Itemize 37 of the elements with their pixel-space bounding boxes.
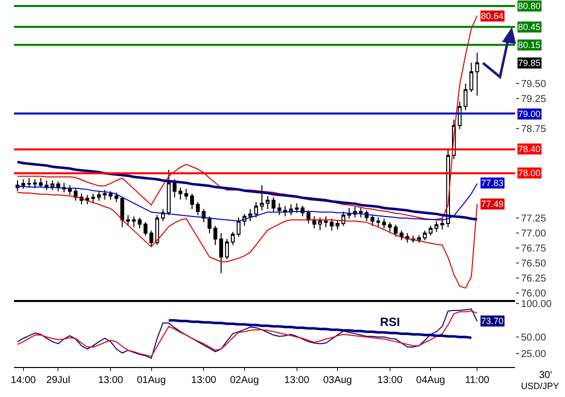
text: 79.85 [518, 58, 541, 68]
y-tick-label: 76.00 [521, 288, 546, 300]
y-tick-label: 76.25 [521, 273, 546, 284]
y-tick-label: 100.00 [521, 299, 552, 310]
ref-line-label: 80.15 [518, 40, 541, 50]
data-label: 80.64 [481, 11, 504, 21]
ref-line-label: 80.80 [518, 1, 541, 11]
y-tick-label: 25.00 [521, 349, 546, 360]
x-tick-label: 14:00 [10, 375, 36, 386]
x-tick-label: 13:00 [377, 375, 403, 386]
ref-line-label: 79.00 [518, 109, 541, 119]
y-tick-label: 79.25 [521, 94, 546, 106]
y-tick-label: 78.75 [521, 124, 546, 135]
y-tick-label: 77.00 [521, 228, 546, 240]
x-tick-label: 01Aug [136, 375, 166, 386]
x-tick-label: 03Aug [323, 375, 352, 386]
text: USD/JPY [521, 381, 560, 391]
x-tick-label: 02Aug [230, 375, 259, 386]
y-tick-label: 76.50 [521, 258, 546, 270]
annotation: RSI [380, 315, 400, 329]
data-label: 73.70 [481, 316, 504, 326]
text: 30' [539, 370, 552, 381]
y-tick-label: 50.00 [521, 332, 546, 344]
ref-line-label: 80.45 [518, 22, 541, 32]
ref-line-label: 78.00 [518, 168, 541, 178]
x-tick-label: 13:00 [284, 375, 310, 386]
data-label: 77.83 [481, 178, 504, 188]
ref-line-label: 78.40 [518, 144, 541, 154]
data-label: 77.49 [481, 199, 504, 209]
x-tick-label: 29Jul [46, 375, 70, 386]
x-tick-label: 13:00 [98, 375, 124, 386]
x-tick-label: 13:00 [191, 375, 217, 386]
x-tick-label: 04Aug [416, 375, 446, 386]
y-tick-label: 76.75 [521, 244, 546, 255]
x-tick-label: 11:00 [465, 375, 490, 386]
y-tick-label: 77.25 [521, 214, 546, 225]
y-tick-label: 79.50 [521, 79, 546, 90]
